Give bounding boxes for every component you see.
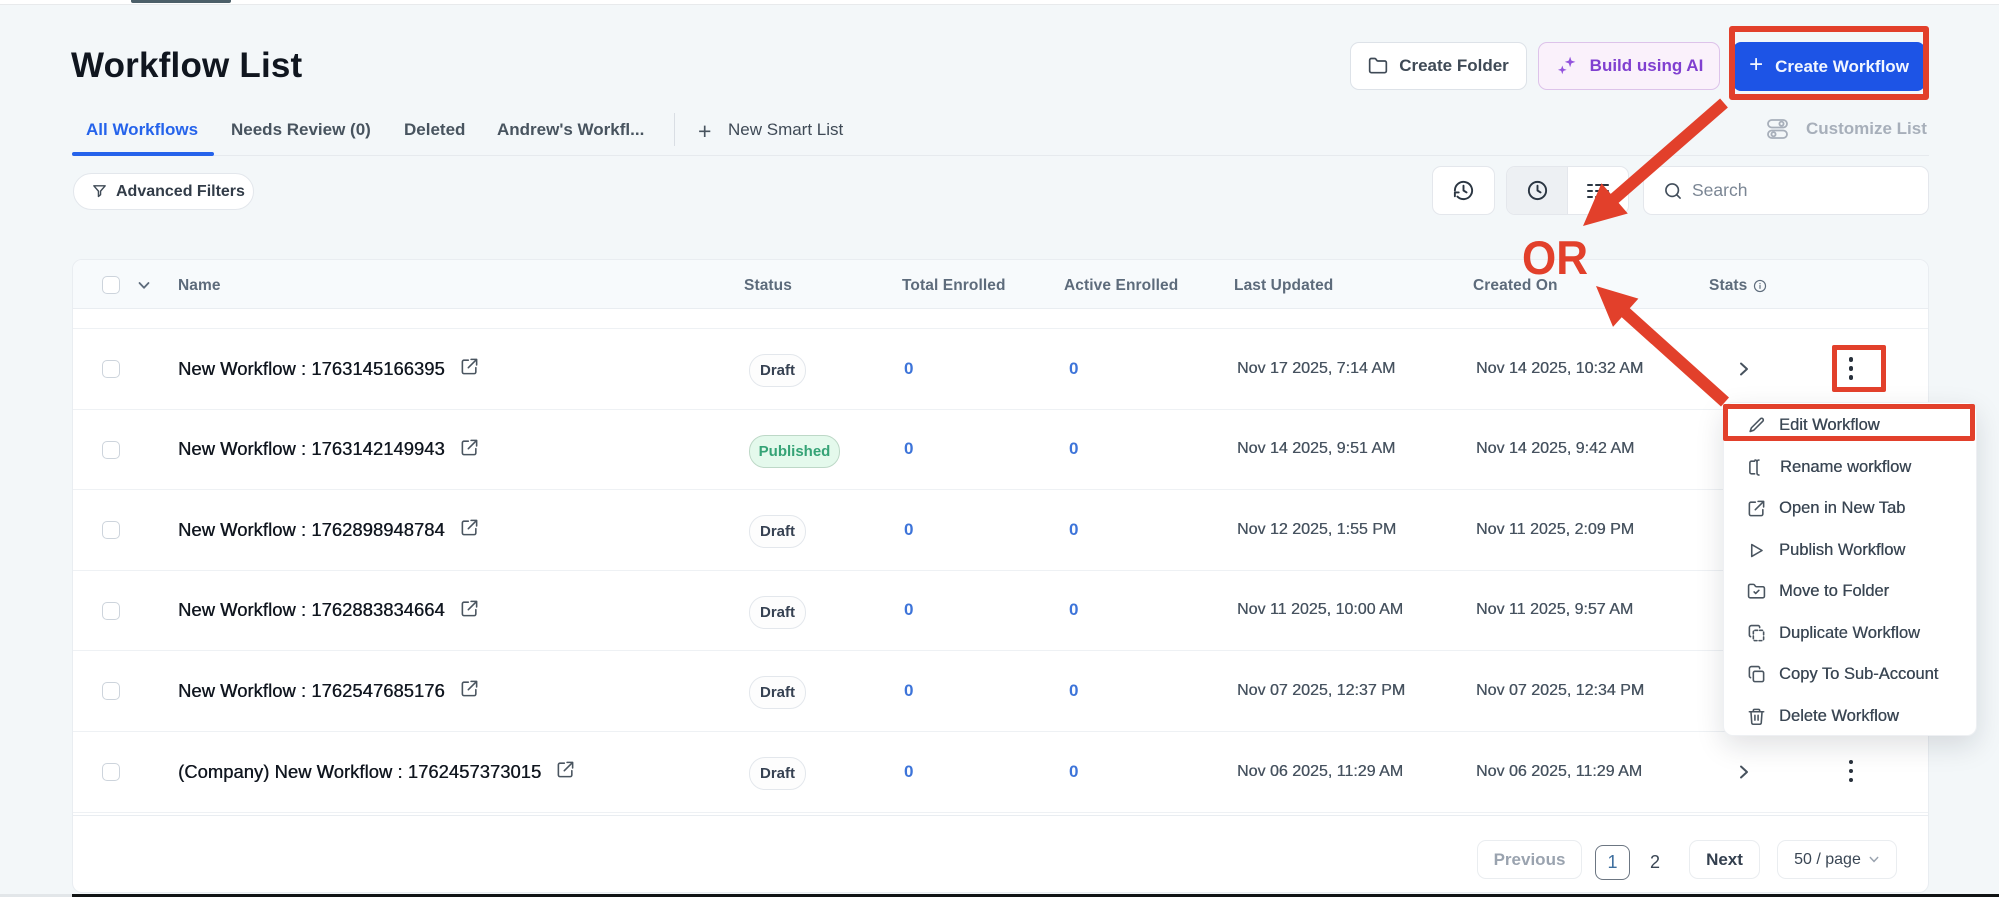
svg-text:OR: OR <box>1522 231 1588 284</box>
